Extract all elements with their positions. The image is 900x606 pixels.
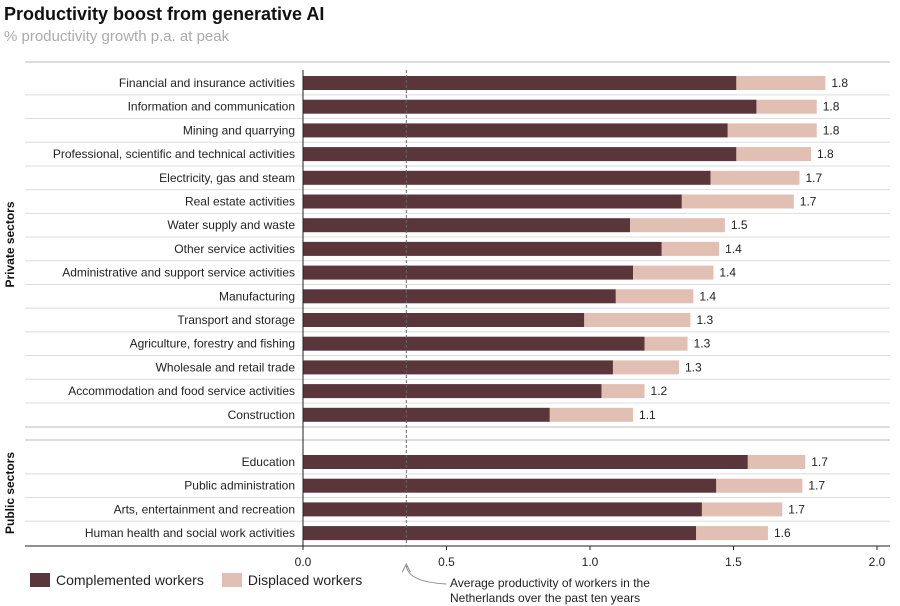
x-tick-label: 0.5	[438, 555, 455, 569]
data-label: 1.7	[811, 455, 828, 469]
bar-displaced	[696, 526, 768, 541]
data-label: 1.4	[725, 242, 742, 256]
legend-item-displaced: Displaced workers	[221, 572, 363, 588]
bar-complemented	[303, 289, 616, 304]
data-label: 1.7	[788, 502, 805, 516]
category-label: Human health and social work activities	[85, 526, 295, 540]
category-label: Accommodation and food service activitie…	[68, 384, 295, 398]
legend-label: Displaced workers	[247, 572, 363, 588]
data-label: 1.8	[817, 147, 834, 161]
x-tick-label: 2.0	[869, 555, 886, 569]
category-label: Wholesale and retail trade	[156, 360, 296, 374]
bar-complemented	[303, 384, 602, 399]
bar-complemented	[303, 336, 645, 351]
group-label: Public sectors	[3, 452, 17, 534]
group-label: Private sectors	[3, 201, 17, 287]
bar-displaced	[701, 502, 783, 517]
bar-complemented	[303, 502, 702, 517]
data-label: 1.3	[685, 360, 702, 374]
category-label: Electricity, gas and steam	[159, 171, 295, 185]
legend-item-complemented: Complemented workers	[30, 572, 204, 588]
bar-complemented	[303, 123, 728, 138]
bar-complemented	[303, 218, 631, 233]
data-label: 1.5	[731, 218, 748, 232]
bar-complemented	[303, 265, 634, 280]
x-tick-label: 0.0	[295, 555, 312, 569]
bar-displaced	[615, 289, 694, 304]
bar-displaced	[756, 99, 817, 114]
data-label: 1.3	[694, 337, 711, 351]
bar-complemented	[303, 526, 697, 541]
bar-displaced	[736, 76, 826, 90]
category-label: Financial and insurance activities	[119, 76, 295, 90]
bar-complemented	[303, 194, 682, 209]
data-label: 1.4	[699, 289, 716, 303]
bar-displaced	[601, 384, 645, 399]
category-label: Professional, scientific and technical a…	[53, 147, 295, 161]
legend-swatch	[221, 573, 242, 587]
data-label: 1.8	[831, 76, 848, 90]
bar-displaced	[736, 147, 811, 162]
category-label: Mining and quarrying	[183, 123, 295, 137]
bar-complemented	[303, 147, 737, 162]
bar-complemented	[303, 407, 550, 422]
legend-label: Complemented workers	[56, 572, 204, 588]
legend-swatch	[30, 573, 50, 587]
bar-displaced	[747, 455, 806, 469]
bar-displaced	[633, 265, 714, 280]
category-label: Transport and storage	[177, 313, 295, 327]
chart-title: Productivity boost from generative AI	[4, 4, 325, 24]
bar-complemented	[303, 241, 662, 256]
bar-displaced	[644, 336, 688, 351]
bar-complemented	[303, 170, 711, 185]
bar-complemented	[303, 360, 613, 375]
x-tick-label: 1.0	[582, 555, 599, 569]
bar-complemented	[303, 478, 717, 493]
data-label: 1.6	[774, 526, 791, 540]
category-label: Public administration	[184, 479, 295, 493]
bar-displaced	[630, 218, 725, 233]
bar-displaced	[710, 170, 800, 185]
bar-displaced	[681, 194, 794, 209]
chart-subtitle: % productivity growth p.a. at peak	[4, 28, 230, 45]
bar-displaced	[612, 360, 679, 375]
bar-complemented	[303, 99, 757, 114]
category-label: Construction	[228, 408, 295, 422]
category-label: Arts, entertainment and recreation	[114, 502, 295, 516]
category-label: Agriculture, forestry and fishing	[130, 337, 295, 351]
category-label: Manufacturing	[219, 289, 295, 303]
note-line: Average productivity of workers in the	[450, 576, 650, 590]
category-label: Water supply and waste	[167, 218, 295, 232]
reference-arrowhead-icon	[401, 562, 411, 573]
data-label: 1.7	[808, 479, 825, 493]
data-label: 1.7	[806, 171, 823, 185]
x-tick-label: 1.5	[725, 555, 742, 569]
reference-arrow-icon	[405, 565, 447, 585]
note-line: Netherlands over the past ten years	[450, 591, 641, 605]
data-label: 1.8	[823, 100, 840, 114]
data-label: 1.8	[823, 123, 840, 137]
category-label: Education	[242, 455, 295, 469]
category-label: Administrative and support service activ…	[62, 266, 295, 280]
data-label: 1.1	[639, 408, 656, 422]
data-label: 1.2	[651, 384, 668, 398]
bar-displaced	[727, 123, 817, 138]
bar-displaced	[661, 241, 720, 256]
bar-displaced	[584, 313, 691, 327]
category-label: Information and communication	[128, 100, 295, 114]
bar-complemented	[303, 76, 737, 90]
data-label: 1.7	[800, 195, 817, 209]
bar-complemented	[303, 313, 585, 327]
category-label: Other service activities	[174, 242, 295, 256]
bar-complemented	[303, 455, 748, 469]
data-label: 1.3	[696, 313, 713, 327]
legend: Complemented workers Displaced workers	[30, 572, 362, 588]
reference-note: Average productivity of workers in the Ne…	[450, 576, 650, 606]
bar-displaced	[716, 478, 803, 493]
category-label: Real estate activities	[185, 195, 295, 209]
data-label: 1.4	[719, 266, 736, 280]
bar-displaced	[549, 407, 634, 422]
